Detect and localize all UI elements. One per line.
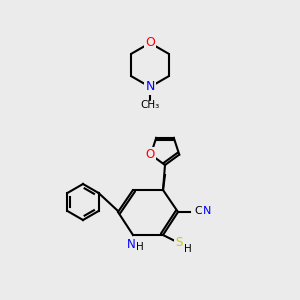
Text: N: N	[203, 206, 211, 216]
Text: N: N	[127, 238, 135, 251]
Text: H: H	[136, 242, 144, 252]
Text: O: O	[145, 37, 155, 50]
Text: C: C	[194, 206, 202, 216]
Text: S: S	[175, 236, 183, 250]
Text: N: N	[145, 80, 155, 94]
Text: H: H	[184, 244, 192, 254]
Text: CH₃: CH₃	[140, 100, 160, 110]
Text: O: O	[145, 148, 154, 161]
